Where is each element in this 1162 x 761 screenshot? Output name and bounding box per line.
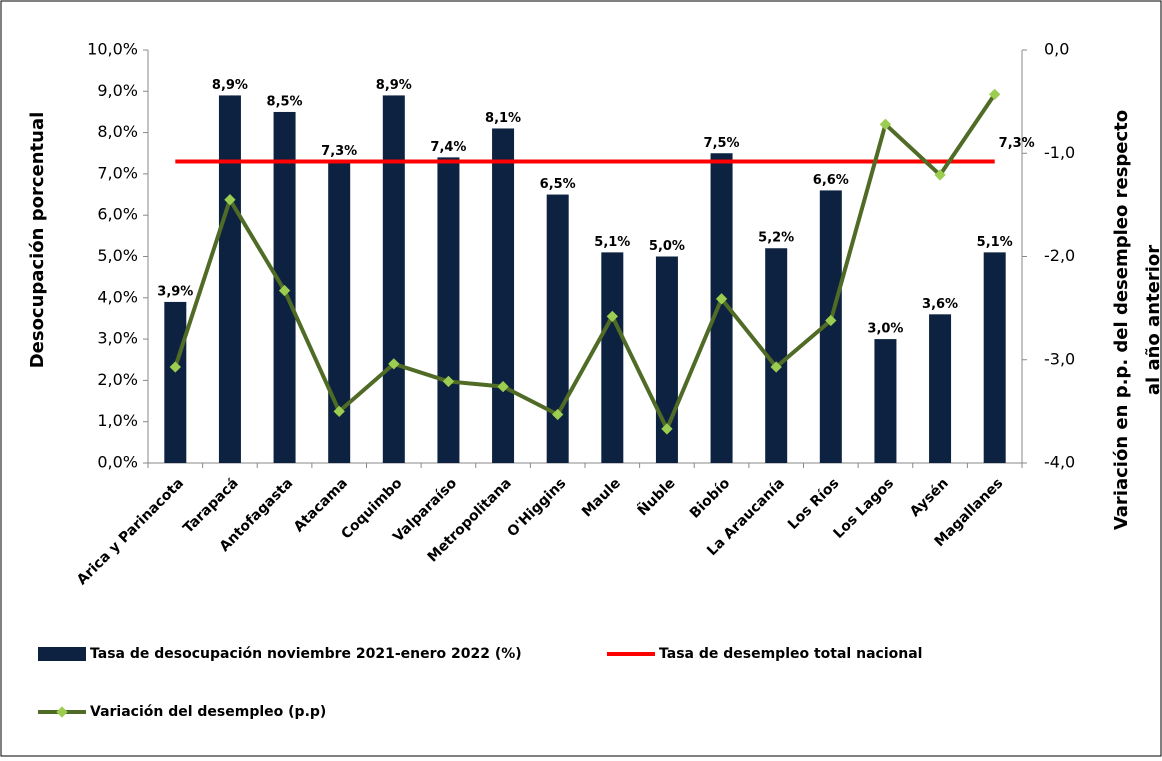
y2-axis-title: al año anterior (1143, 245, 1162, 395)
marker (333, 405, 345, 418)
bar (983, 252, 1006, 463)
y2-axis-title: Variación en p.p. del desempleo respecto (1111, 110, 1132, 530)
marker (552, 408, 564, 421)
y2-tick-label: -4,0 (1044, 453, 1075, 472)
value-label: 3,0% (867, 322, 903, 337)
marker (934, 169, 946, 181)
marker (497, 380, 509, 393)
value-label: 6,5% (540, 177, 576, 192)
bar (492, 128, 515, 463)
marker (825, 314, 837, 327)
value-label: 8,1% (485, 111, 521, 126)
bar (874, 339, 897, 463)
marker (388, 358, 400, 370)
bar (437, 157, 460, 463)
y2-tick-label: 0,0 (1044, 40, 1069, 59)
bar (546, 194, 569, 464)
value-label: 3,9% (157, 284, 193, 299)
legend-swatch (38, 647, 86, 661)
y-tick-label: 9,0% (97, 81, 138, 100)
value-label: 3,6% (922, 297, 958, 312)
value-label: 7,4% (430, 140, 466, 155)
y-tick-label: 5,0% (97, 246, 138, 265)
value-label: 8,9% (376, 78, 412, 93)
marker (169, 361, 181, 373)
bar (710, 153, 733, 463)
y-tick-label: 0,0% (97, 453, 138, 472)
y-tick-label: 2,0% (97, 370, 138, 389)
marker (715, 293, 728, 305)
value-label: 7,5% (704, 136, 740, 151)
value-label: 5,2% (758, 231, 794, 246)
y2-tick-label: -2,0 (1044, 246, 1075, 265)
value-label: 8,5% (267, 94, 303, 109)
legend-label: Variación del desempleo (p.p) (90, 704, 326, 720)
value-label: 6,6% (813, 173, 849, 188)
y-tick-label: 7,0% (97, 163, 138, 182)
y-tick-label: 6,0% (97, 205, 138, 224)
bar (164, 301, 187, 463)
y-tick-label: 4,0% (97, 287, 138, 306)
marker (770, 361, 782, 373)
y-tick-label: 3,0% (97, 329, 138, 348)
value-label: 5,1% (977, 235, 1013, 250)
value-label: 5,0% (649, 239, 685, 254)
value-label: 7,3% (321, 144, 357, 159)
legend-label: Tasa de desocupación noviembre 2021-ener… (90, 646, 522, 662)
value-label: 5,1% (594, 235, 630, 250)
y-axis-title: Desocupación porcentual (27, 112, 48, 369)
marker (224, 194, 236, 206)
y2-tick-label: -3,0 (1044, 349, 1075, 368)
y-tick-label: 1,0% (97, 411, 138, 430)
bar (328, 161, 351, 463)
bar (218, 95, 241, 464)
y2-tick-label: -1,0 (1044, 143, 1075, 162)
marker (278, 284, 291, 297)
marker (606, 310, 618, 323)
bar (382, 95, 405, 464)
bar (601, 252, 624, 463)
marker (661, 423, 673, 435)
value-label: 7,3% (999, 136, 1035, 151)
value-label: 8,9% (212, 78, 248, 93)
bar (929, 314, 952, 463)
bar (819, 190, 842, 464)
y-tick-label: 8,0% (97, 122, 138, 141)
marker (442, 375, 455, 388)
legend-label: Tasa de desempleo total nacional (659, 646, 922, 662)
bar (765, 248, 788, 463)
y-tick-label: 10,0% (87, 40, 138, 59)
line (173, 93, 997, 434)
